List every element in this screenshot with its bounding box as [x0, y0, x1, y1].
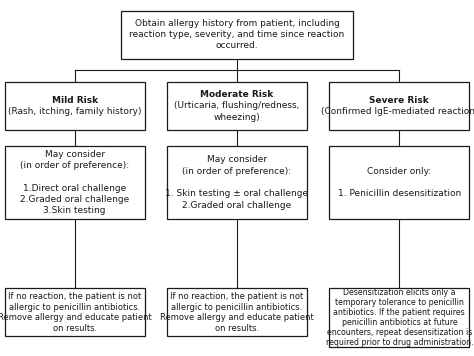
Text: If no reaction, the patient is not: If no reaction, the patient is not — [8, 292, 141, 301]
Text: Severe Risk: Severe Risk — [369, 96, 429, 105]
Text: on results.: on results. — [215, 324, 259, 333]
Text: temporary tolerance to penicillin: temporary tolerance to penicillin — [335, 298, 464, 307]
Text: Mild Risk: Mild Risk — [52, 96, 98, 105]
Text: Consider only:: Consider only: — [367, 167, 431, 176]
Text: allergic to penicillin antibiotics.: allergic to penicillin antibiotics. — [9, 303, 140, 312]
Text: Moderate Risk: Moderate Risk — [200, 90, 273, 99]
FancyBboxPatch shape — [167, 288, 307, 336]
Text: May consider: May consider — [207, 155, 267, 164]
Text: (in order of preference):: (in order of preference): — [20, 161, 129, 170]
FancyBboxPatch shape — [121, 11, 353, 59]
Text: 2.Graded oral challenge: 2.Graded oral challenge — [182, 200, 292, 210]
Text: (Confirmed IgE-mediated reaction): (Confirmed IgE-mediated reaction) — [320, 107, 474, 116]
Text: May consider: May consider — [45, 150, 105, 159]
Text: wheezing): wheezing) — [213, 113, 260, 122]
Text: 3.Skin testing: 3.Skin testing — [44, 206, 106, 215]
FancyBboxPatch shape — [329, 288, 469, 347]
Text: Obtain allergy history from patient, including: Obtain allergy history from patient, inc… — [135, 19, 339, 28]
Text: penicillin antibiotics at future: penicillin antibiotics at future — [342, 318, 457, 327]
Text: reaction type, severity, and time since reaction: reaction type, severity, and time since … — [129, 30, 345, 39]
Text: on results.: on results. — [53, 324, 97, 333]
Text: 2.Graded oral challenge: 2.Graded oral challenge — [20, 195, 129, 204]
FancyBboxPatch shape — [5, 146, 145, 219]
Text: Remove allergy and educate patient: Remove allergy and educate patient — [0, 313, 152, 322]
Text: 1.Direct oral challenge: 1.Direct oral challenge — [23, 184, 126, 193]
Text: antibiotics. If the patient requires: antibiotics. If the patient requires — [334, 308, 465, 317]
Text: occurred.: occurred. — [216, 42, 258, 51]
Text: (Urticaria, flushing/redness,: (Urticaria, flushing/redness, — [174, 101, 300, 110]
Text: Remove allergy and educate patient: Remove allergy and educate patient — [160, 313, 314, 322]
FancyBboxPatch shape — [5, 288, 145, 336]
Text: encounters, repeat desensitization is: encounters, repeat desensitization is — [327, 328, 472, 337]
Text: (in order of preference):: (in order of preference): — [182, 167, 292, 176]
Text: (Rash, itching, family history): (Rash, itching, family history) — [8, 107, 141, 116]
Text: Desensitization elicits only a: Desensitization elicits only a — [343, 288, 456, 298]
FancyBboxPatch shape — [329, 146, 469, 219]
FancyBboxPatch shape — [329, 82, 469, 130]
FancyBboxPatch shape — [167, 146, 307, 219]
FancyBboxPatch shape — [5, 82, 145, 130]
FancyBboxPatch shape — [167, 82, 307, 130]
Text: 1. Penicillin desensitization: 1. Penicillin desensitization — [337, 189, 461, 198]
Text: If no reaction, the patient is not: If no reaction, the patient is not — [170, 292, 303, 301]
Text: required prior to drug administration.: required prior to drug administration. — [326, 338, 473, 347]
Text: 1. Skin testing ± oral challenge: 1. Skin testing ± oral challenge — [165, 189, 308, 198]
Text: allergic to penicillin antibiotics.: allergic to penicillin antibiotics. — [171, 303, 302, 312]
